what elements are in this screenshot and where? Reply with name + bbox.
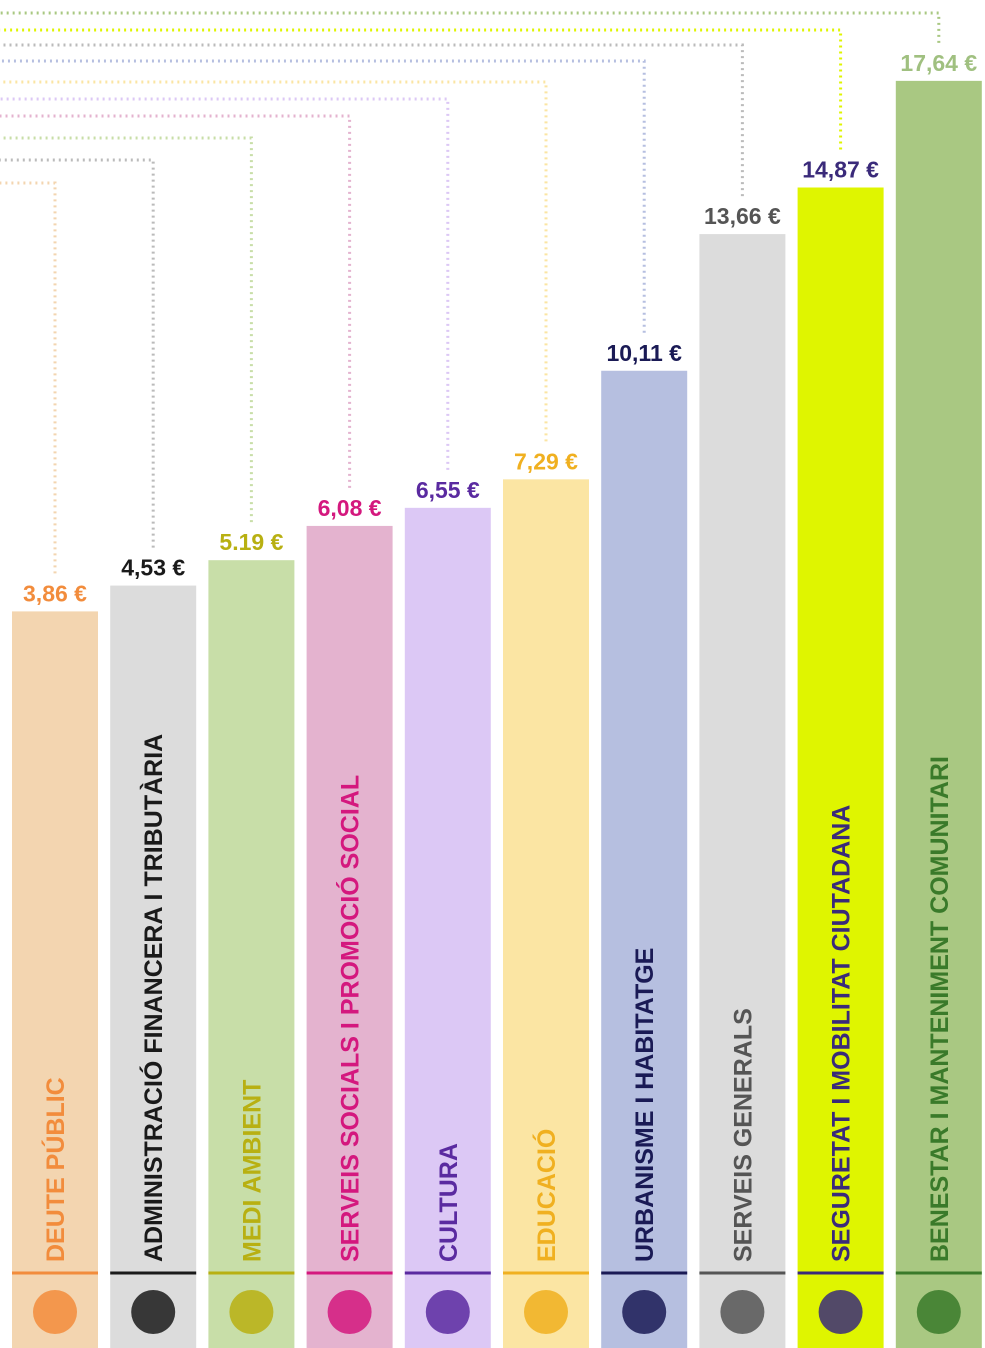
value-label: 13,66 € <box>704 203 781 229</box>
bar <box>699 234 786 1348</box>
category-label: SERVEIS GENERALS <box>729 1008 757 1262</box>
icon <box>524 1290 568 1334</box>
bar <box>797 187 884 1348</box>
connector <box>0 136 253 523</box>
connector <box>0 80 548 442</box>
value-label: 7,29 € <box>514 448 578 474</box>
value-label: 6,55 € <box>416 477 480 503</box>
icon <box>33 1290 77 1334</box>
category-label: SEGURETAT I MOBILITAT CIUTADANA <box>828 805 856 1262</box>
icon <box>327 1290 372 1334</box>
value-label: 6,08 € <box>318 495 382 521</box>
bar <box>12 611 98 1348</box>
bar <box>404 507 491 1348</box>
connector <box>0 28 843 150</box>
category-label: MEDI AMBIENT <box>238 1080 266 1262</box>
connector <box>0 59 646 333</box>
bar <box>110 585 197 1348</box>
category-label: EDUCACIÓ <box>531 1129 561 1262</box>
value-label: 5.19 € <box>219 529 283 555</box>
icon <box>131 1290 176 1334</box>
value-label: 4,53 € <box>121 555 185 581</box>
value-label: 10,11 € <box>606 340 682 366</box>
icon <box>818 1290 863 1334</box>
category-label: SERVEIS SOCIALS I PROMOCIÓ SOCIAL <box>335 775 365 1262</box>
bar <box>503 479 589 1348</box>
category-label: URBANISME I HABITATGE <box>631 948 659 1262</box>
connector <box>0 43 744 197</box>
bar <box>895 80 982 1348</box>
connector <box>0 158 155 548</box>
icon <box>425 1290 470 1334</box>
connector <box>0 181 57 574</box>
value-label: 3,86 € <box>23 580 87 606</box>
bar <box>208 560 295 1348</box>
connector <box>0 11 941 43</box>
category-label: ADMINISTRACIÓ FINANCERA I TRIBUTÀRIA <box>138 734 168 1262</box>
icon <box>622 1290 667 1334</box>
icon <box>916 1290 961 1334</box>
value-label: 17,64 € <box>900 50 977 76</box>
connector <box>0 97 450 470</box>
bar <box>601 370 688 1348</box>
category-label: CULTURA <box>435 1143 463 1262</box>
bar <box>306 525 393 1348</box>
icon <box>229 1290 274 1334</box>
connector <box>0 114 352 488</box>
category-label: DEUTE PÚBLIC <box>40 1077 70 1262</box>
category-label: BENESTAR I MANTENIMENT COMUNITARI <box>926 756 954 1262</box>
icon <box>720 1290 765 1334</box>
value-label: 14,87 € <box>802 157 879 183</box>
